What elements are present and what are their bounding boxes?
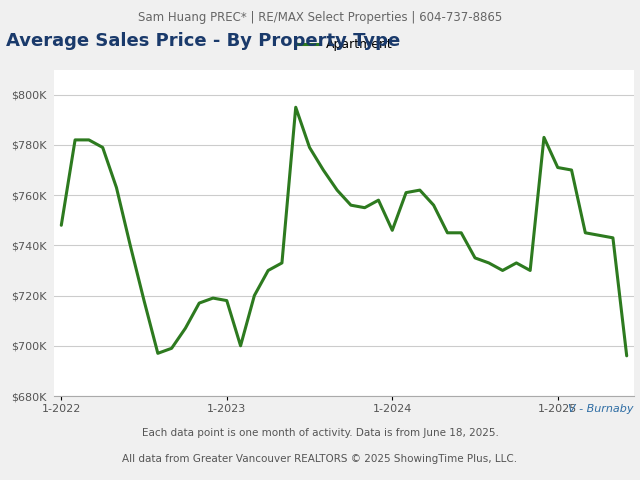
Text: Each data point is one month of activity. Data is from June 18, 2025.: Each data point is one month of activity… <box>141 428 499 438</box>
Text: All data from Greater Vancouver REALTORS © 2025 ShowingTime Plus, LLC.: All data from Greater Vancouver REALTORS… <box>122 454 518 464</box>
Text: Average Sales Price - By Property Type: Average Sales Price - By Property Type <box>6 33 401 50</box>
Text: V - Burnaby: V - Burnaby <box>568 404 634 414</box>
Text: Sam Huang PREC* | RE/MAX Select Properties | 604-737-8865: Sam Huang PREC* | RE/MAX Select Properti… <box>138 11 502 24</box>
Legend: Apartment: Apartment <box>290 34 398 57</box>
